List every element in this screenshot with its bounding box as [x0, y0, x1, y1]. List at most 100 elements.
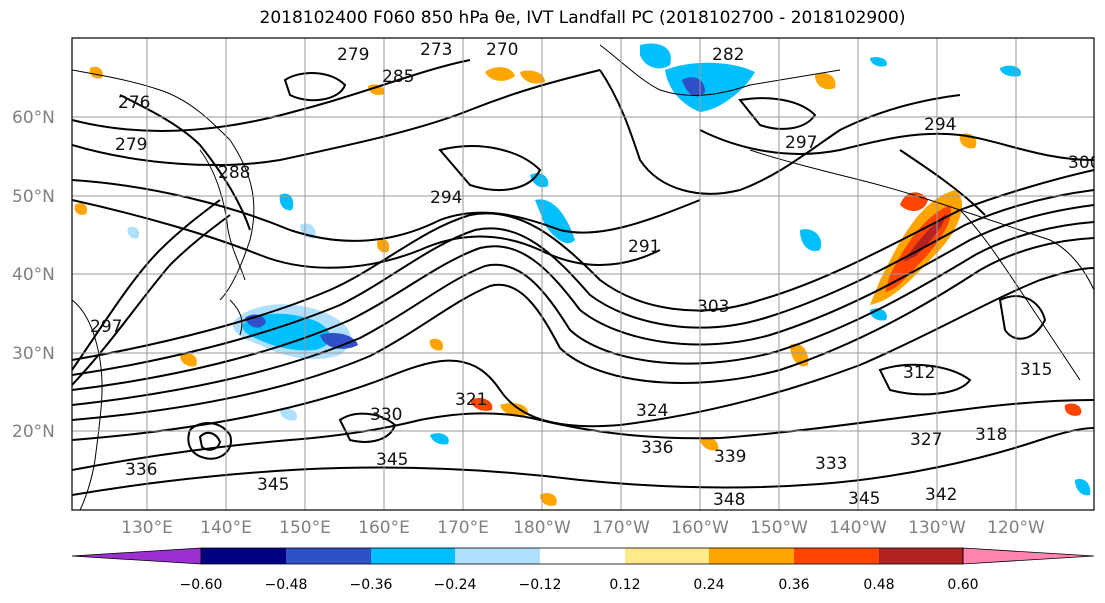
- longitude-labels: 130°E 140°E 150°E 160°E 170°E 180°W 170°…: [121, 518, 1045, 538]
- contour-label: 321: [455, 390, 487, 410]
- positive-anomaly-patch: [74, 203, 88, 215]
- positive-anomaly-patch: [180, 353, 197, 367]
- colorbar-segment: [625, 548, 709, 564]
- negative-anomaly-patch: [665, 62, 755, 112]
- contour-label: 279: [337, 45, 369, 65]
- colorbar-tick-label: 0.24: [693, 577, 724, 593]
- colorbar-segment: [879, 548, 963, 564]
- contour-label: 345: [257, 475, 289, 495]
- colorbar-segment: [286, 548, 371, 564]
- lon-label: 180°W: [513, 518, 571, 538]
- contour-label: 345: [376, 450, 408, 470]
- colorbar-tick-label: 0.12: [609, 577, 640, 593]
- lon-label: 170°E: [437, 518, 489, 538]
- colorbar-segment: [962, 547, 1095, 565]
- colorbar-segment: [201, 548, 286, 564]
- colorbar-tick-label: −0.60: [180, 577, 223, 593]
- lon-label: 150°W: [750, 518, 808, 538]
- colorbar-tick-label: 0.48: [863, 577, 894, 593]
- negative-anomaly-patch: [682, 77, 705, 97]
- negative-anomaly-patch: [870, 57, 887, 67]
- lon-label: 170°W: [592, 518, 650, 538]
- colorbar-tick-label: 0.36: [778, 577, 809, 593]
- contour-label: 294: [430, 188, 462, 208]
- contour-label: 327: [910, 430, 942, 450]
- colorbar-segment: [794, 548, 879, 564]
- positive-anomaly-patch: [700, 438, 719, 451]
- positive-anomaly-patch: [368, 84, 385, 96]
- colorbar-tick-label: 0.60: [947, 577, 978, 593]
- contour-label: 345: [848, 489, 880, 509]
- contour-label: 285: [382, 67, 414, 87]
- colorbar-segment: [540, 548, 625, 564]
- contour-label: 333: [815, 454, 847, 474]
- lon-label: 150°E: [279, 518, 331, 538]
- positive-anomaly-patch: [520, 70, 545, 84]
- positive-anomaly-patch: [485, 67, 515, 81]
- positive-anomaly-patch: [1064, 403, 1082, 416]
- colorbar-tick-label: −0.36: [350, 577, 393, 593]
- contour-label: 270: [486, 40, 518, 60]
- contour-label: 282: [712, 45, 744, 65]
- lon-label: 160°W: [671, 518, 729, 538]
- contour-label: 330: [370, 405, 402, 425]
- contour-label: 336: [641, 438, 673, 458]
- negative-anomaly-patch: [320, 333, 358, 349]
- positive-anomaly-patch: [470, 398, 493, 411]
- contour-label: 294: [924, 115, 956, 135]
- contour-label: 312: [903, 363, 935, 383]
- colorbar-segments: [71, 547, 1095, 565]
- colorbar-ticks: −0.60 −0.48 −0.36 −0.24 −0.12 0.12 0.24 …: [180, 577, 979, 593]
- anomaly-fill-layer: [74, 43, 1091, 506]
- contour-label: 318: [975, 425, 1007, 445]
- lon-label: 130°E: [121, 518, 173, 538]
- positive-anomaly-patch: [500, 403, 529, 416]
- contour-label-layer: 279 273 270 282 285 276 279 288 294 297 …: [90, 40, 1094, 510]
- lat-label: 60°N: [12, 108, 55, 128]
- positive-anomaly-patch: [377, 238, 390, 253]
- negative-anomaly-patch: [430, 433, 449, 445]
- contour-label: 336: [125, 460, 157, 480]
- negative-anomaly-patch: [127, 226, 140, 239]
- lon-label: 140°W: [829, 518, 887, 538]
- negative-anomaly-patch: [280, 408, 297, 421]
- colorbar-segment: [709, 548, 794, 564]
- contour-label: 315: [1020, 360, 1052, 380]
- negative-anomaly-patch: [1075, 479, 1091, 496]
- contour-label: 342: [925, 485, 957, 505]
- contour-label: 276: [118, 93, 150, 113]
- map-title: 2018102400 F060 850 hPa θe, IVT Landfall…: [259, 8, 906, 28]
- theta-e-contour-layer: [72, 59, 1094, 496]
- lon-label: 160°E: [358, 518, 410, 538]
- lon-label: 130°W: [908, 518, 966, 538]
- contour-label: 291: [628, 237, 660, 257]
- contour-label: 348: [713, 490, 745, 510]
- negative-anomaly-patch: [535, 199, 575, 244]
- colorbar-tick-label: −0.24: [434, 577, 477, 593]
- colorbar-tick-label: −0.12: [519, 577, 562, 593]
- positive-anomaly-patch: [540, 493, 557, 506]
- colorbar-segment: [371, 548, 455, 564]
- lon-label: 120°W: [987, 518, 1045, 538]
- contour-label: 303: [697, 297, 729, 317]
- contour-label: 288: [218, 163, 250, 183]
- contour-label: 297: [785, 133, 817, 153]
- colorbar-tick-label: −0.48: [265, 577, 308, 593]
- contour-label: 324: [636, 401, 668, 421]
- lat-label: 20°N: [12, 422, 55, 442]
- lat-label: 40°N: [12, 265, 55, 285]
- graticule: [72, 38, 1094, 510]
- lat-label: 30°N: [12, 344, 55, 364]
- positive-anomaly-patch: [903, 214, 946, 262]
- negative-anomaly-patch: [640, 43, 671, 69]
- colorbar-outline: [200, 547, 964, 565]
- positive-anomaly-patch: [815, 73, 836, 90]
- colorbar-segment: [455, 548, 540, 564]
- colorbar-segment: [71, 547, 202, 565]
- map-frame: [71, 37, 1095, 511]
- contour-label: 339: [714, 447, 746, 467]
- negative-anomaly-patch: [279, 193, 294, 211]
- lon-label: 140°E: [200, 518, 252, 538]
- contour-label: 273: [420, 40, 452, 60]
